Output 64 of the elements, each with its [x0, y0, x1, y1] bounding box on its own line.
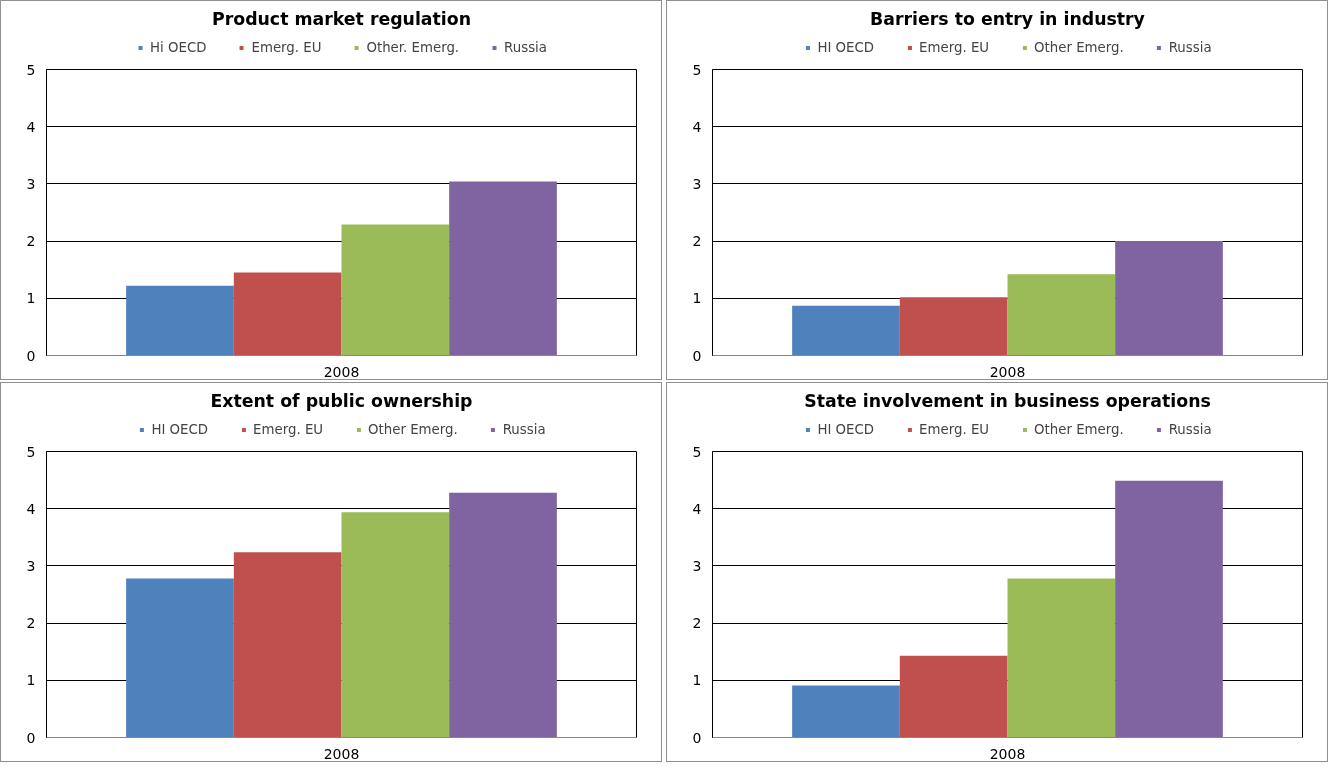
- bar: [233, 552, 342, 738]
- legend-label: Russia: [1168, 39, 1212, 55]
- legend-label: Other Emerg.: [1034, 39, 1124, 55]
- y-tick-label: 1: [692, 672, 702, 689]
- legend-label: HI OECD: [817, 421, 875, 437]
- y-tick-label: 2: [26, 233, 36, 250]
- y-tick-label: 1: [26, 290, 36, 307]
- bar: [126, 285, 234, 356]
- legend-label: Hi OECD: [150, 39, 207, 55]
- legend-label: Emerg. EU: [919, 421, 990, 437]
- bar: [341, 224, 450, 356]
- y-tick-label: 4: [692, 500, 702, 517]
- y-tick-label: 5: [26, 61, 36, 78]
- bar: [792, 305, 900, 356]
- legend-label: Emerg. EU: [253, 421, 324, 437]
- y-tick-label: 3: [26, 175, 36, 192]
- y-tick-label: 4: [26, 118, 36, 135]
- legend-label: HI OECD: [151, 421, 209, 437]
- legend-label: Emerg. EU: [919, 39, 990, 55]
- bar: [449, 492, 557, 738]
- y-tick-label: 0: [26, 729, 36, 746]
- bar: [1007, 274, 1116, 356]
- legend-label: Other Emerg.: [1034, 421, 1124, 437]
- y-tick-label: 3: [692, 557, 702, 574]
- y-tick-label: 1: [26, 672, 36, 689]
- x-tick-label: 2008: [989, 745, 1026, 762]
- y-tick-label: 0: [26, 347, 36, 364]
- x-tick-label: 2008: [989, 363, 1026, 380]
- bar: [792, 685, 900, 738]
- legend-label: HI OECD: [817, 39, 875, 55]
- bar: [899, 655, 1008, 738]
- chart-title: Extent of public ownership: [210, 390, 473, 411]
- y-tick-label: 0: [692, 729, 702, 746]
- x-tick-label: 2008: [323, 745, 360, 762]
- legend-label: Emerg. EU: [251, 39, 322, 55]
- legend-label: Russia: [504, 39, 547, 55]
- bar: [341, 512, 450, 738]
- chart-title: State involvement in business operations: [804, 390, 1211, 411]
- bar: [899, 297, 1008, 356]
- bar: [126, 578, 234, 738]
- y-tick-label: 5: [26, 443, 36, 460]
- legend-label: Other Emerg.: [368, 421, 458, 437]
- y-tick-label: 0: [692, 347, 702, 364]
- y-tick-label: 3: [26, 557, 36, 574]
- legend-label: Russia: [1168, 421, 1212, 437]
- y-tick-label: 4: [26, 500, 36, 517]
- legend-label: Other. Emerg.: [366, 39, 460, 55]
- y-tick-label: 5: [692, 61, 702, 78]
- bar: [1115, 480, 1223, 738]
- y-tick-label: 5: [692, 443, 702, 460]
- bar: [1007, 578, 1116, 738]
- bar: [233, 272, 342, 356]
- y-tick-label: 4: [692, 118, 702, 135]
- y-tick-label: 2: [692, 233, 702, 250]
- x-tick-label: 2008: [323, 363, 360, 380]
- y-tick-label: 2: [26, 615, 36, 632]
- y-tick-label: 2: [692, 615, 702, 632]
- chart-title: Product market regulation: [211, 8, 472, 29]
- y-tick-label: 3: [692, 175, 702, 192]
- legend-label: Russia: [502, 421, 546, 437]
- chart-title: Barriers to entry in industry: [870, 8, 1145, 29]
- bar: [449, 181, 557, 356]
- y-tick-label: 1: [692, 290, 702, 307]
- bar: [1115, 241, 1223, 356]
